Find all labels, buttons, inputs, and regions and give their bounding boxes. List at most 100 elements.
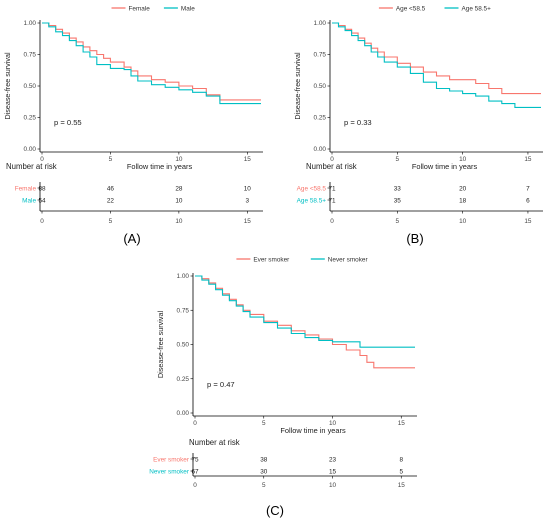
y-tick-label: 0.50 [177, 342, 190, 349]
risk-row-label: Ever smoker [153, 456, 190, 463]
risk-count: 75 [191, 456, 199, 463]
legend-label: Never smoker [328, 257, 369, 264]
legend-label: Male [181, 6, 195, 13]
risk-row-label: Age 58.5+ [297, 197, 327, 204]
risk-x-tick-label: 0 [193, 482, 197, 489]
risk-count: 33 [394, 185, 402, 192]
panel-label: (B) [406, 231, 423, 246]
risk-count: 10 [175, 197, 183, 204]
legend-label: Ever smoker [253, 257, 290, 264]
survival-curve-1 [195, 275, 415, 369]
x-tick-label: 5 [109, 156, 113, 163]
survival-curve-2 [195, 275, 415, 348]
y-axis-title: Disease-free survival [156, 311, 165, 379]
y-tick-label: 1.00 [314, 20, 327, 27]
risk-count: 18 [459, 197, 467, 204]
risk-x-tick-label: 10 [329, 482, 337, 489]
x-tick-label: 15 [524, 156, 532, 163]
risk-count: 15 [329, 468, 337, 475]
panel-label: (A) [123, 231, 140, 246]
x-tick-label: 10 [459, 156, 467, 163]
y-tick-label: 0.25 [24, 115, 37, 122]
risk-count: 46 [107, 185, 115, 192]
km-panel-2: Age <58.5 Age 58.5+ 0.00 0.25 0.50 0.75 1.00 0 5… [293, 6, 543, 246]
y-tick-label: 0.25 [314, 115, 327, 122]
risk-count: 71 [328, 185, 336, 192]
survival-curve-1 [42, 22, 261, 101]
y-axis-title: Disease-free survival [293, 52, 302, 120]
risk-row-label: Female [15, 185, 37, 192]
y-axis-title: Disease-free survival [3, 52, 12, 120]
risk-count: 6 [526, 197, 530, 204]
risk-count: 67 [191, 468, 199, 475]
legend-label: Female [129, 6, 151, 13]
risk-table-title: Number at risk [189, 438, 240, 447]
risk-x-tick-label: 5 [109, 218, 113, 225]
risk-x-tick-label: 0 [330, 218, 334, 225]
risk-x-tick-label: 5 [262, 482, 266, 489]
risk-count: 28 [175, 185, 183, 192]
legend-label: Age 58.5+ [462, 6, 492, 13]
x-tick-label: 10 [175, 156, 183, 163]
x-tick-label: 15 [244, 156, 252, 163]
risk-count: 23 [329, 456, 337, 463]
y-tick-label: 1.00 [24, 20, 37, 27]
x-axis-title: Follow time in years [127, 162, 193, 171]
risk-count: 5 [399, 468, 403, 475]
x-tick-label: 0 [40, 156, 44, 163]
risk-count: 30 [260, 468, 268, 475]
y-tick-label: 0.25 [177, 376, 190, 383]
panel-label: (C) [266, 503, 284, 518]
x-tick-label: 5 [396, 156, 400, 163]
risk-x-tick-label: 15 [398, 482, 406, 489]
y-tick-label: 1.00 [177, 273, 190, 280]
risk-count: 20 [459, 185, 467, 192]
x-tick-label: 10 [329, 420, 337, 427]
risk-count: 71 [328, 197, 336, 204]
km-panel-1: Female Male 0.00 0.25 0.50 0.75 1.00 0 5 10 15 Dise… [3, 6, 263, 246]
risk-count: 35 [394, 197, 402, 204]
p-value: p = 0.33 [344, 118, 372, 127]
x-axis-title: Follow time in years [280, 426, 346, 435]
risk-count: 7 [526, 185, 530, 192]
p-value: p = 0.55 [54, 118, 82, 127]
y-tick-label: 0.00 [177, 410, 190, 417]
risk-x-tick-label: 0 [40, 218, 44, 225]
risk-table-title: Number at risk [306, 162, 357, 171]
risk-x-tick-label: 10 [175, 218, 183, 225]
y-tick-label: 0.75 [177, 307, 190, 314]
risk-count: 88 [38, 185, 46, 192]
risk-table-title: Number at risk [6, 162, 57, 171]
x-tick-label: 0 [193, 420, 197, 427]
risk-count: 38 [260, 456, 268, 463]
survival-curve-2 [42, 22, 261, 105]
risk-count: 8 [399, 456, 403, 463]
risk-x-tick-label: 15 [524, 218, 532, 225]
risk-row-label: Never smoker [149, 468, 190, 475]
x-tick-label: 15 [398, 420, 406, 427]
y-tick-label: 0.50 [314, 83, 327, 90]
risk-row-label: Male [22, 197, 36, 204]
y-tick-label: 0.75 [314, 52, 327, 59]
risk-count: 3 [246, 197, 250, 204]
risk-row-label: Age <58.5 [297, 185, 327, 192]
p-value: p = 0.47 [207, 380, 235, 389]
x-tick-label: 5 [262, 420, 266, 427]
risk-x-tick-label: 15 [244, 218, 252, 225]
risk-count: 54 [38, 197, 46, 204]
y-tick-label: 0.00 [314, 146, 327, 153]
survival-curve-2 [332, 22, 541, 108]
km-panel-3: Ever smoker Never smoker 0.00 0.25 0.50 0.75 1… [149, 257, 417, 518]
y-tick-label: 0.50 [24, 83, 37, 90]
x-tick-label: 0 [330, 156, 334, 163]
y-tick-label: 0.00 [24, 146, 37, 153]
x-axis-title: Follow time in years [412, 162, 478, 171]
y-tick-label: 0.75 [24, 52, 37, 59]
legend-label: Age <58.5 [396, 6, 426, 13]
risk-count: 10 [244, 185, 252, 192]
risk-x-tick-label: 10 [459, 218, 467, 225]
risk-count: 22 [107, 197, 115, 204]
risk-x-tick-label: 5 [396, 218, 400, 225]
